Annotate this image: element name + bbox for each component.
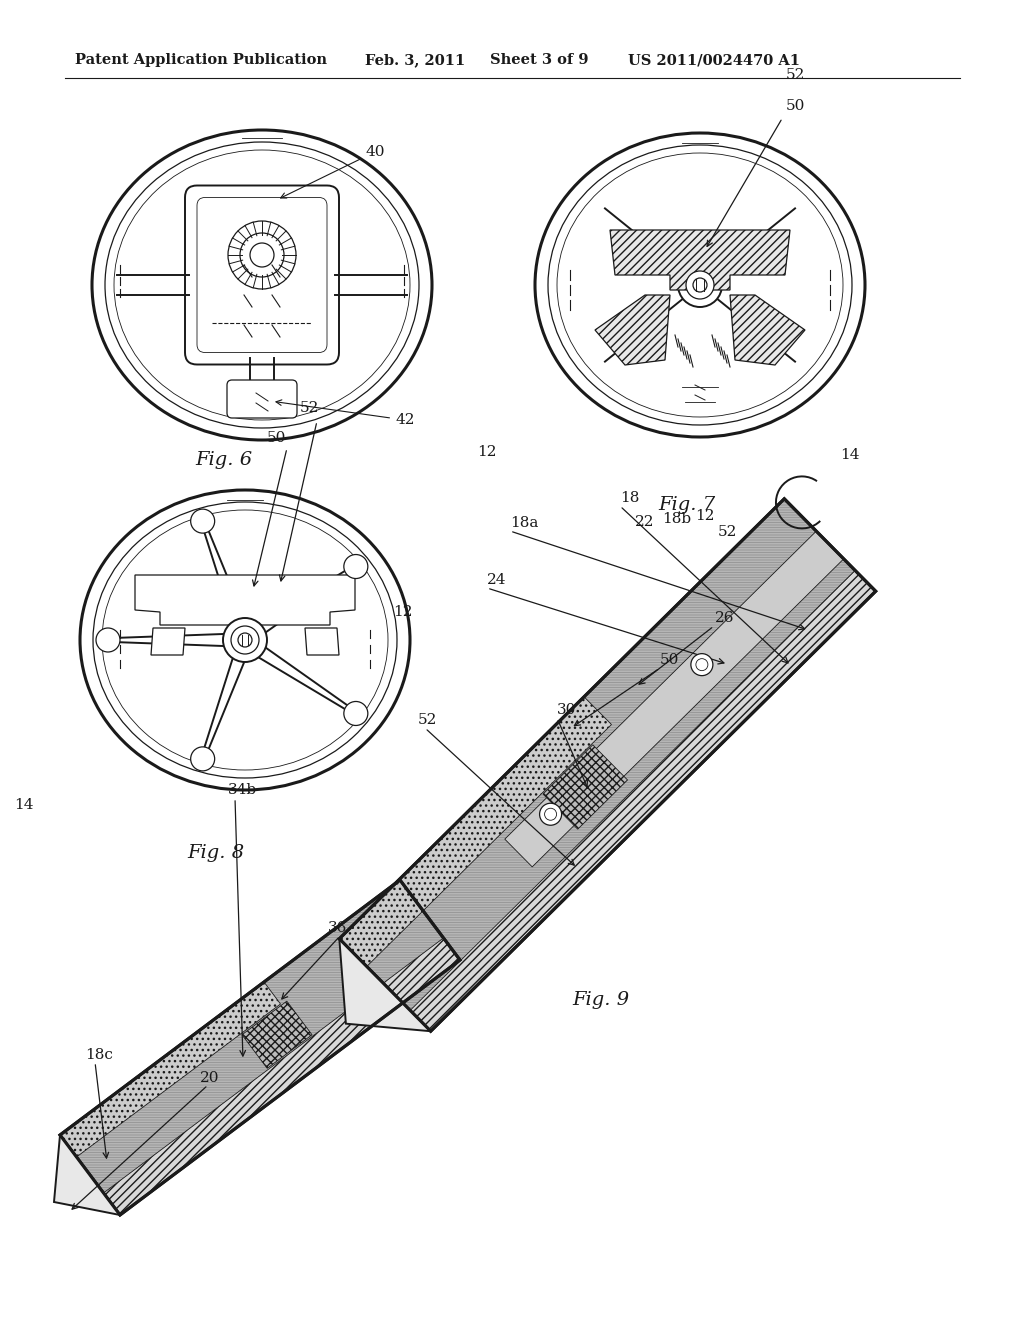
- Circle shape: [540, 804, 561, 825]
- Text: 52: 52: [785, 69, 805, 82]
- Text: 52: 52: [718, 525, 737, 539]
- Text: 14: 14: [841, 449, 860, 462]
- Text: Fig. 6: Fig. 6: [195, 451, 252, 469]
- Circle shape: [223, 618, 267, 663]
- Text: 12: 12: [695, 510, 715, 523]
- Text: Fig. 7: Fig. 7: [658, 496, 716, 515]
- Polygon shape: [305, 628, 339, 655]
- Text: 14: 14: [14, 799, 34, 812]
- Text: 24: 24: [487, 573, 507, 587]
- Text: 50: 50: [785, 99, 805, 112]
- Polygon shape: [505, 531, 844, 867]
- Text: 22: 22: [635, 515, 654, 529]
- Text: 36: 36: [328, 921, 347, 935]
- Text: US 2011/0024470 A1: US 2011/0024470 A1: [628, 53, 800, 67]
- Polygon shape: [151, 628, 185, 655]
- Circle shape: [190, 510, 215, 533]
- Text: Sheet 3 of 9: Sheet 3 of 9: [490, 53, 589, 67]
- Circle shape: [686, 271, 714, 300]
- Text: Fig. 9: Fig. 9: [572, 991, 629, 1008]
- Polygon shape: [339, 697, 611, 966]
- Text: 52: 52: [418, 713, 437, 727]
- Text: 20: 20: [200, 1071, 219, 1085]
- Circle shape: [190, 747, 215, 771]
- Polygon shape: [411, 570, 876, 1031]
- FancyBboxPatch shape: [227, 380, 297, 418]
- Polygon shape: [730, 294, 805, 366]
- Polygon shape: [54, 1135, 120, 1214]
- Text: Feb. 3, 2011: Feb. 3, 2011: [365, 53, 465, 67]
- Text: 18c: 18c: [85, 1048, 113, 1063]
- Polygon shape: [60, 982, 281, 1158]
- FancyBboxPatch shape: [185, 186, 339, 364]
- Circle shape: [691, 653, 713, 676]
- Polygon shape: [339, 499, 876, 1031]
- Circle shape: [678, 263, 722, 308]
- Text: 30: 30: [557, 704, 577, 717]
- Text: 12: 12: [477, 445, 497, 459]
- Text: 26: 26: [715, 611, 734, 624]
- Text: 34b: 34b: [228, 783, 257, 797]
- Circle shape: [231, 626, 259, 653]
- Text: Fig. 8: Fig. 8: [187, 843, 245, 862]
- Text: 42: 42: [276, 400, 415, 426]
- Text: 52: 52: [300, 400, 319, 414]
- Polygon shape: [242, 1001, 312, 1068]
- Text: 18a: 18a: [510, 516, 539, 531]
- Circle shape: [96, 628, 120, 652]
- Text: 40: 40: [281, 145, 384, 198]
- Circle shape: [344, 701, 368, 726]
- Text: 12: 12: [393, 605, 413, 619]
- Polygon shape: [60, 880, 460, 1214]
- Polygon shape: [595, 294, 670, 366]
- Polygon shape: [103, 939, 460, 1214]
- Text: Patent Application Publication: Patent Application Publication: [75, 53, 327, 67]
- Circle shape: [228, 220, 296, 289]
- Text: 50: 50: [660, 653, 679, 667]
- Circle shape: [344, 554, 368, 578]
- Polygon shape: [610, 230, 790, 290]
- Text: 18: 18: [620, 491, 639, 506]
- Text: 18b: 18b: [662, 512, 691, 525]
- Text: 50: 50: [267, 430, 287, 445]
- Polygon shape: [543, 744, 628, 829]
- Circle shape: [250, 243, 274, 267]
- Polygon shape: [339, 939, 431, 1031]
- Polygon shape: [135, 576, 355, 624]
